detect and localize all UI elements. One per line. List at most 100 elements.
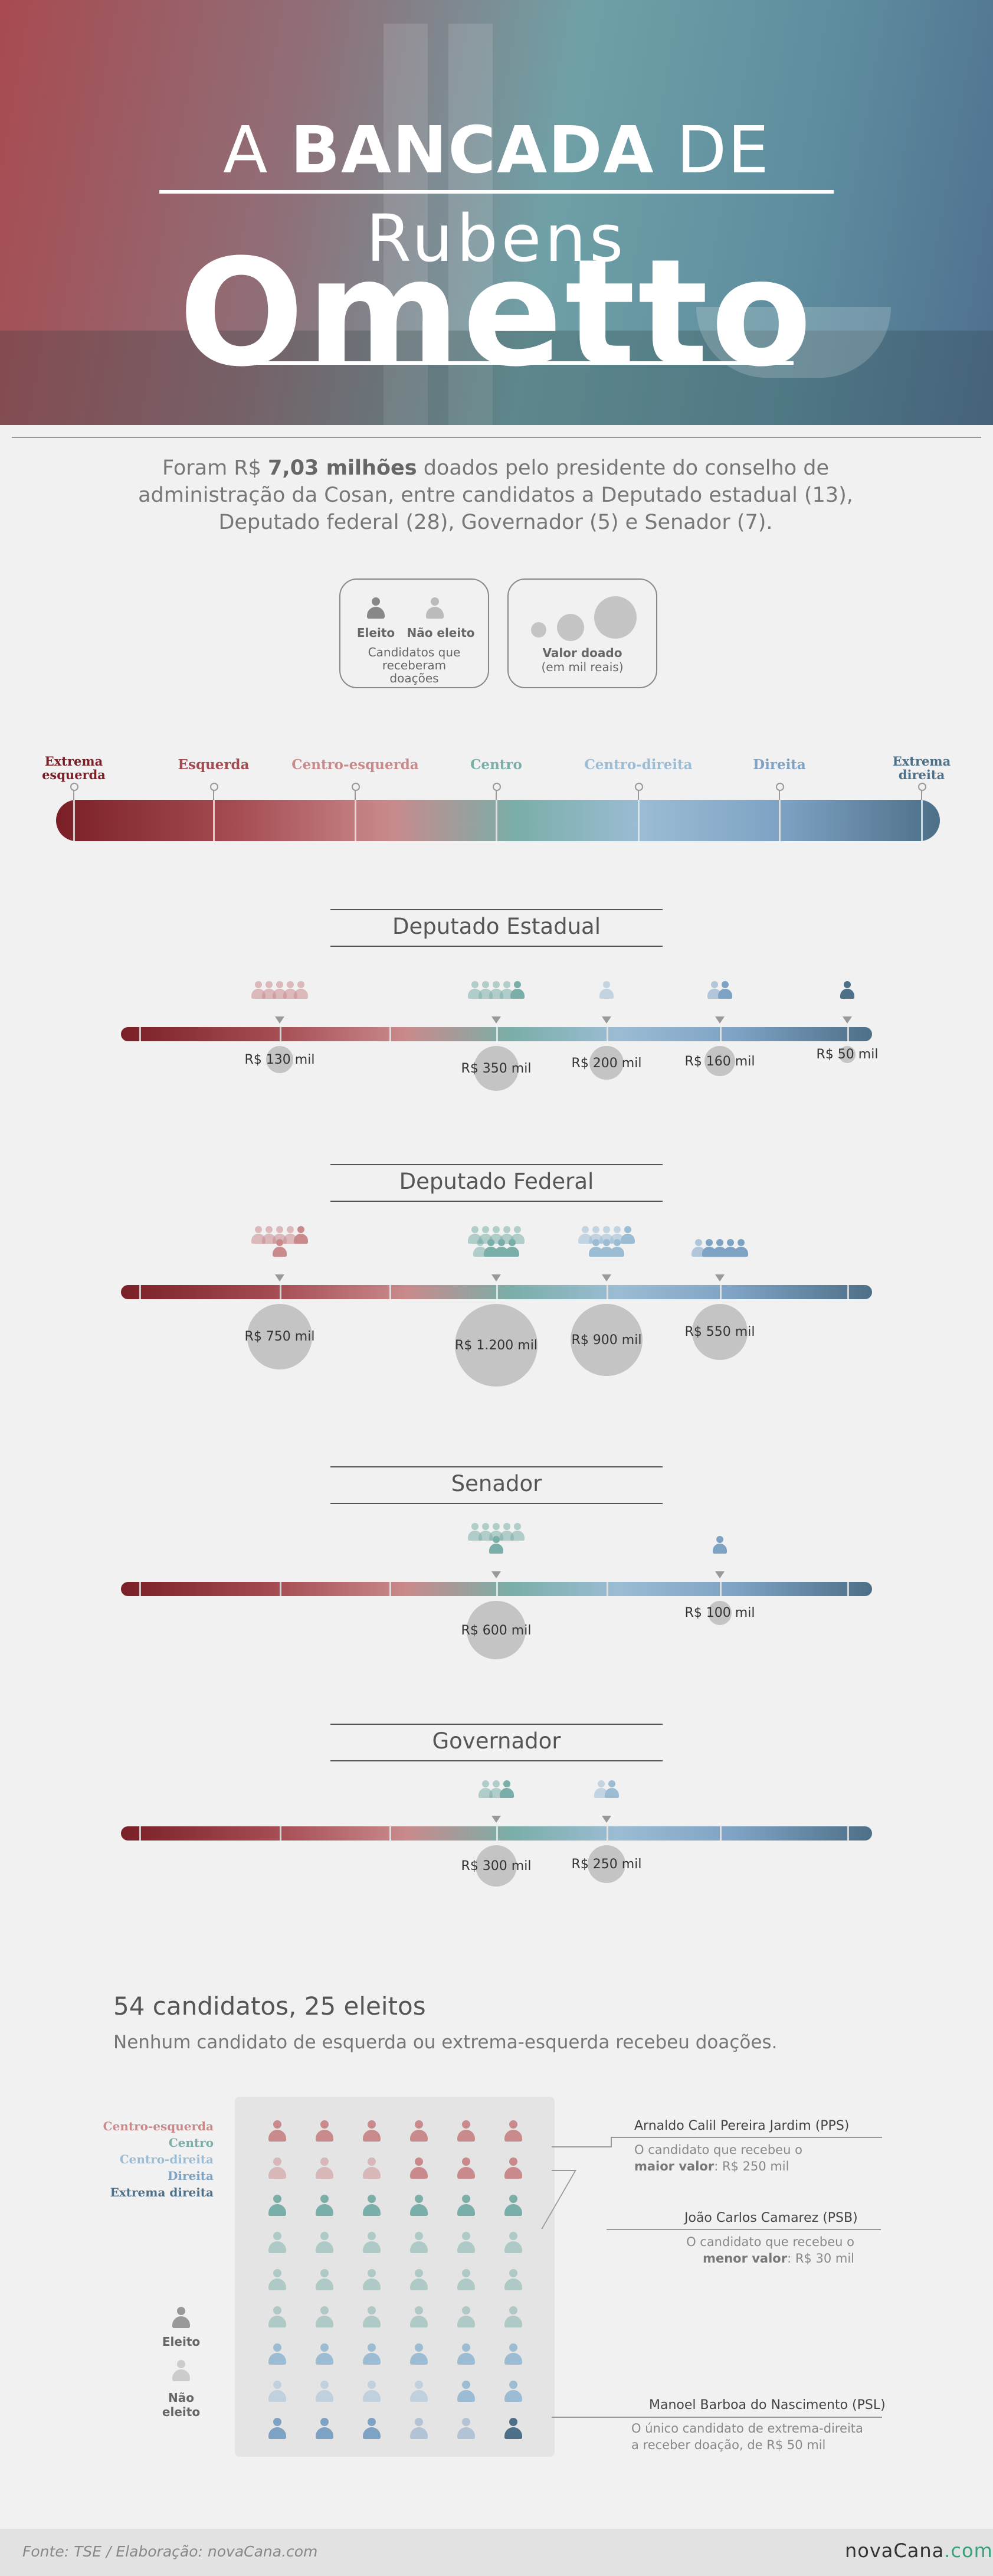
grid-person-not-elected bbox=[363, 2381, 381, 2402]
grid-person-not-elected bbox=[316, 2269, 333, 2290]
candidate-elected-icon bbox=[273, 1239, 287, 1257]
grid-legend-item: Direita bbox=[168, 2169, 214, 2183]
people-legend: Eleito Não eleito Candidatos que receber… bbox=[339, 578, 489, 688]
grid-person-elected bbox=[363, 2418, 381, 2439]
section-tick bbox=[389, 1027, 391, 1041]
value-bubble bbox=[467, 1601, 526, 1660]
pointer-triangle bbox=[715, 1571, 725, 1578]
grid-person-elected bbox=[316, 2343, 333, 2365]
pointer-triangle bbox=[843, 1016, 852, 1024]
spectrum-label: Direita bbox=[753, 757, 806, 773]
annotation-min-text: O candidato que recebeu o menor valor: R$… bbox=[686, 2235, 854, 2266]
value-label: R$ 100 mil bbox=[684, 1606, 755, 1621]
value-bubble bbox=[589, 1046, 624, 1080]
grid-legend-item: Centro-direita bbox=[119, 2152, 214, 2166]
spectrum-label: Centro-esquerda bbox=[291, 757, 419, 773]
section-tick bbox=[389, 1826, 391, 1841]
value-label: R$ 300 mil bbox=[461, 1859, 532, 1874]
grid-person-not-elected bbox=[268, 2381, 286, 2402]
grid-person-elected bbox=[504, 2120, 522, 2142]
section-tick bbox=[496, 1826, 498, 1841]
annotation-line bbox=[611, 2137, 882, 2138]
section-tick bbox=[847, 1826, 849, 1841]
section-rule bbox=[330, 1201, 663, 1202]
section-rule bbox=[330, 1503, 663, 1504]
annotation-line bbox=[552, 2417, 882, 2418]
annotation-line bbox=[552, 2170, 575, 2171]
section-tick bbox=[607, 1826, 608, 1841]
grid-person-not-elected bbox=[363, 2269, 381, 2290]
summary-subline: Nenhum candidato de esquerda ou extrema-… bbox=[113, 2032, 778, 2053]
pointer-triangle bbox=[715, 1274, 725, 1282]
value-bubble bbox=[587, 1845, 625, 1884]
value-bubble bbox=[571, 1304, 643, 1376]
value-label: R$ 250 mil bbox=[571, 1857, 642, 1872]
pointer-triangle bbox=[602, 1816, 611, 1823]
section-tick bbox=[280, 1027, 281, 1041]
value-bubble bbox=[454, 1304, 538, 1387]
grid-person-elected bbox=[457, 2381, 475, 2402]
grid-person-elected bbox=[457, 2195, 475, 2216]
candidate-elected-icon bbox=[610, 1239, 624, 1257]
grid-person-not-elected bbox=[363, 2306, 381, 2327]
spectrum-bar bbox=[56, 800, 940, 841]
pointer-triangle bbox=[715, 1016, 725, 1024]
spectrum-pin-stem bbox=[355, 790, 356, 800]
candidate-not-elected-icon bbox=[599, 981, 614, 999]
building-silhouette bbox=[448, 24, 493, 425]
grid-person-not-elected bbox=[410, 2232, 428, 2253]
section-tick bbox=[720, 1027, 722, 1041]
section-tick bbox=[607, 1285, 608, 1299]
grid-person-not-elected bbox=[457, 2306, 475, 2327]
grid-person-elected bbox=[363, 2120, 381, 2142]
candidates-grid-panel bbox=[235, 2097, 555, 2457]
section-tick bbox=[607, 1027, 608, 1041]
grid-person-elected bbox=[457, 2157, 475, 2179]
section-tick bbox=[496, 1582, 498, 1596]
spectrum-tick bbox=[638, 800, 640, 841]
annotation-extreme-text: O único candidato de extrema-direita a re… bbox=[631, 2421, 863, 2452]
grid-legend-item: Centro-esquerda bbox=[103, 2119, 214, 2133]
spectrum-tick bbox=[213, 800, 215, 841]
grid-person-not-elected bbox=[504, 2306, 522, 2327]
grid-person-not-elected bbox=[316, 2157, 333, 2179]
pointer-triangle bbox=[602, 1274, 611, 1282]
candidate-elected-icon bbox=[621, 1226, 635, 1244]
spectrum-label: Centro-direita bbox=[584, 757, 693, 773]
candidate-elected-icon bbox=[840, 981, 854, 999]
grid-person-not-elected bbox=[457, 2418, 475, 2439]
grid-person-not-elected bbox=[363, 2232, 381, 2253]
spectrum-pin-stem bbox=[779, 790, 780, 800]
grid-person-elected bbox=[316, 2195, 333, 2216]
spectrum-label: Extrema direita bbox=[892, 754, 951, 782]
divider bbox=[12, 437, 981, 438]
pointer-triangle bbox=[602, 1016, 611, 1024]
value-bubble bbox=[838, 1046, 856, 1063]
footer-source: Fonte: TSE / Elaboração: novaCana.com bbox=[22, 2543, 318, 2560]
spectrum-tick bbox=[779, 800, 781, 841]
grid-person-not-elected bbox=[268, 2306, 286, 2327]
spectrum-label: Centro bbox=[470, 757, 522, 773]
section-tick bbox=[139, 1826, 141, 1841]
annotation-max-name: Arnaldo Calil Pereira Jardim (PPS) bbox=[634, 2119, 850, 2133]
value-bubble bbox=[474, 1046, 519, 1091]
annotation-min-name: João Carlos Camarez (PSB) bbox=[684, 2211, 858, 2225]
grid-person-elected bbox=[410, 2120, 428, 2142]
spectrum-tick bbox=[355, 800, 356, 841]
section-rule bbox=[330, 946, 663, 947]
pointer-triangle bbox=[491, 1816, 501, 1823]
pointer-triangle bbox=[275, 1274, 284, 1282]
candidate-elected-icon bbox=[718, 981, 732, 999]
pointer-triangle bbox=[275, 1016, 284, 1024]
grid-person-elected bbox=[268, 2120, 286, 2142]
section-tick bbox=[496, 1027, 498, 1041]
spectrum-pin bbox=[70, 783, 78, 791]
section-tick bbox=[847, 1285, 849, 1299]
section-tick bbox=[847, 1027, 849, 1041]
grid-elected-icon bbox=[172, 2307, 190, 2328]
grid-person-elected bbox=[504, 2381, 522, 2402]
grid-person-not-elected bbox=[410, 2381, 428, 2402]
section-tick bbox=[139, 1582, 141, 1596]
grid-legend-item: Centro bbox=[168, 2136, 214, 2150]
subject-first-name: Rubens bbox=[366, 201, 627, 276]
